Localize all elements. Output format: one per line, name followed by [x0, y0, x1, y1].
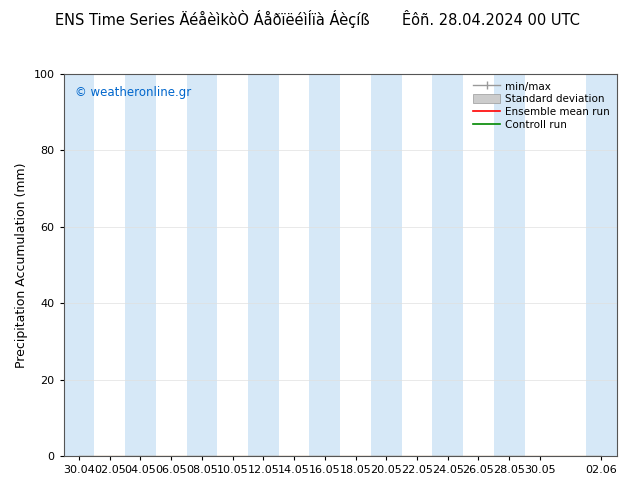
Bar: [186, 74, 217, 456]
Bar: [125, 74, 156, 456]
Text: © weatheronline.gr: © weatheronline.gr: [75, 86, 191, 98]
Bar: [586, 74, 617, 456]
Bar: [371, 74, 402, 456]
Bar: [63, 74, 94, 456]
Bar: [248, 74, 279, 456]
Legend: min/max, Standard deviation, Ensemble mean run, Controll run: min/max, Standard deviation, Ensemble me…: [472, 79, 612, 132]
Bar: [309, 74, 340, 456]
Bar: [494, 74, 524, 456]
Text: ENS Time Series ÄéåèìkòÒ ÁåðïëéìÍïà Áèçíß       Êôñ. 28.04.2024 00 UTC: ENS Time Series ÄéåèìkòÒ ÁåðïëéìÍïà Áèçí…: [55, 10, 579, 28]
Y-axis label: Precipitation Accumulation (mm): Precipitation Accumulation (mm): [15, 162, 28, 368]
Bar: [432, 74, 463, 456]
